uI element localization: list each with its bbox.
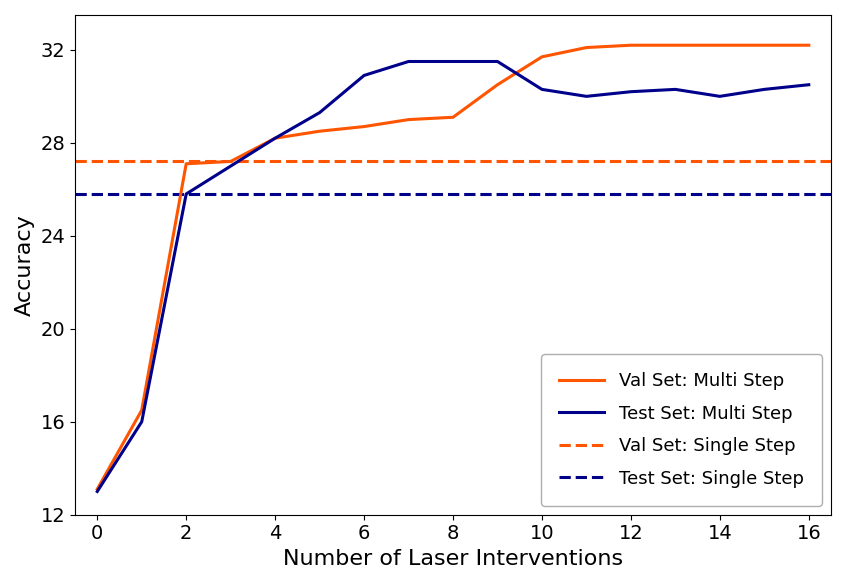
Legend: Val Set: Multi Step, Test Set: Multi Step, Val Set: Single Step, Test Set: Singl: Val Set: Multi Step, Test Set: Multi Ste… xyxy=(541,354,822,506)
Val Set: Multi Step: (6, 28.7): Multi Step: (6, 28.7) xyxy=(359,123,369,130)
Line: Val Set: Multi Step: Val Set: Multi Step xyxy=(97,45,809,489)
Test Set: Multi Step: (1, 16): Multi Step: (1, 16) xyxy=(137,418,147,425)
Val Set: Multi Step: (5, 28.5): Multi Step: (5, 28.5) xyxy=(315,128,325,135)
X-axis label: Number of Laser Interventions: Number of Laser Interventions xyxy=(283,549,623,569)
Test Set: Multi Step: (13, 30.3): Multi Step: (13, 30.3) xyxy=(670,86,680,93)
Val Set: Multi Step: (8, 29.1): Multi Step: (8, 29.1) xyxy=(448,114,458,121)
Val Set: Multi Step: (14, 32.2): Multi Step: (14, 32.2) xyxy=(715,41,725,48)
Test Set: Multi Step: (2, 25.8): Multi Step: (2, 25.8) xyxy=(181,190,191,197)
Test Set: Multi Step: (10, 30.3): Multi Step: (10, 30.3) xyxy=(537,86,547,93)
Test Set: Multi Step: (3, 27): Multi Step: (3, 27) xyxy=(226,162,236,169)
Val Set: Multi Step: (3, 27.2): Multi Step: (3, 27.2) xyxy=(226,158,236,165)
Val Set: Multi Step: (12, 32.2): Multi Step: (12, 32.2) xyxy=(626,41,636,48)
Test Set: Multi Step: (4, 28.2): Multi Step: (4, 28.2) xyxy=(270,135,280,142)
Val Set: Multi Step: (1, 16.5): Multi Step: (1, 16.5) xyxy=(137,406,147,413)
Test Set: Multi Step: (15, 30.3): Multi Step: (15, 30.3) xyxy=(759,86,769,93)
Test Set: Multi Step: (0, 13): Multi Step: (0, 13) xyxy=(92,488,102,495)
Val Set: Multi Step: (7, 29): Multi Step: (7, 29) xyxy=(404,116,414,123)
Val Set: Multi Step: (16, 32.2): Multi Step: (16, 32.2) xyxy=(804,41,814,48)
Test Set: Multi Step: (6, 30.9): Multi Step: (6, 30.9) xyxy=(359,72,369,79)
Val Set: Multi Step: (4, 28.2): Multi Step: (4, 28.2) xyxy=(270,135,280,142)
Test Set: Multi Step: (11, 30): Multi Step: (11, 30) xyxy=(581,93,591,100)
Val Set: Multi Step: (13, 32.2): Multi Step: (13, 32.2) xyxy=(670,41,680,48)
Test Set: Multi Step: (14, 30): Multi Step: (14, 30) xyxy=(715,93,725,100)
Test Set: Multi Step: (9, 31.5): Multi Step: (9, 31.5) xyxy=(492,58,503,65)
Test Set: Multi Step: (8, 31.5): Multi Step: (8, 31.5) xyxy=(448,58,458,65)
Val Set: Single Step: (0, 27.2): Single Step: (0, 27.2) xyxy=(92,158,102,165)
Val Set: Multi Step: (2, 27.1): Multi Step: (2, 27.1) xyxy=(181,160,191,167)
Test Set: Multi Step: (5, 29.3): Multi Step: (5, 29.3) xyxy=(315,109,325,116)
Val Set: Multi Step: (15, 32.2): Multi Step: (15, 32.2) xyxy=(759,41,769,48)
Test Set: Single Step: (1, 25.8): Single Step: (1, 25.8) xyxy=(137,190,147,197)
Test Set: Multi Step: (12, 30.2): Multi Step: (12, 30.2) xyxy=(626,88,636,95)
Val Set: Multi Step: (9, 30.5): Multi Step: (9, 30.5) xyxy=(492,81,503,88)
Test Set: Multi Step: (16, 30.5): Multi Step: (16, 30.5) xyxy=(804,81,814,88)
Val Set: Single Step: (1, 27.2): Single Step: (1, 27.2) xyxy=(137,158,147,165)
Test Set: Multi Step: (7, 31.5): Multi Step: (7, 31.5) xyxy=(404,58,414,65)
Val Set: Multi Step: (0, 13.1): Multi Step: (0, 13.1) xyxy=(92,486,102,493)
Line: Test Set: Multi Step: Test Set: Multi Step xyxy=(97,61,809,492)
Test Set: Single Step: (0, 25.8): Single Step: (0, 25.8) xyxy=(92,190,102,197)
Val Set: Multi Step: (11, 32.1): Multi Step: (11, 32.1) xyxy=(581,44,591,51)
Y-axis label: Accuracy: Accuracy xyxy=(15,214,35,316)
Val Set: Multi Step: (10, 31.7): Multi Step: (10, 31.7) xyxy=(537,53,547,60)
